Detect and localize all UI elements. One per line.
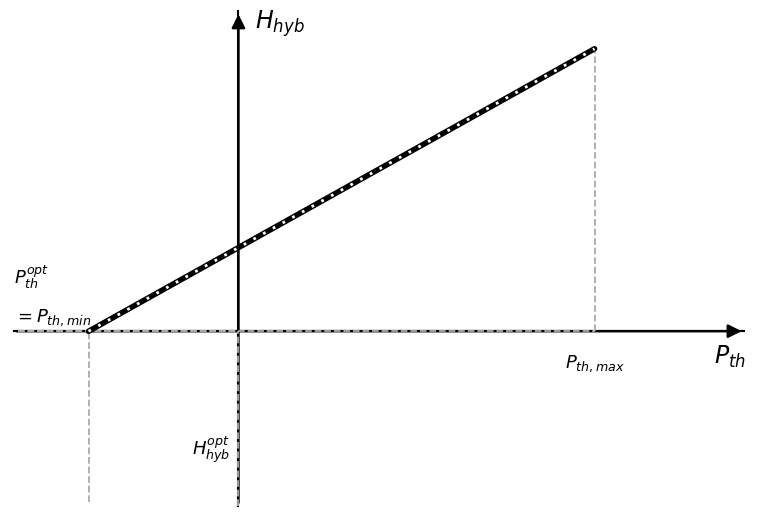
Text: $P^{opt}_{th}$: $P^{opt}_{th}$ [14,263,49,292]
Text: $=P_{th,min}$: $=P_{th,min}$ [14,307,91,328]
Text: $H^{opt}_{hyb}$: $H^{opt}_{hyb}$ [192,434,230,466]
Text: $P_{th}$: $P_{th}$ [714,344,747,371]
Text: $P_{th,max}$: $P_{th,max}$ [565,353,625,374]
Text: $H_{hyb}$: $H_{hyb}$ [255,8,305,38]
